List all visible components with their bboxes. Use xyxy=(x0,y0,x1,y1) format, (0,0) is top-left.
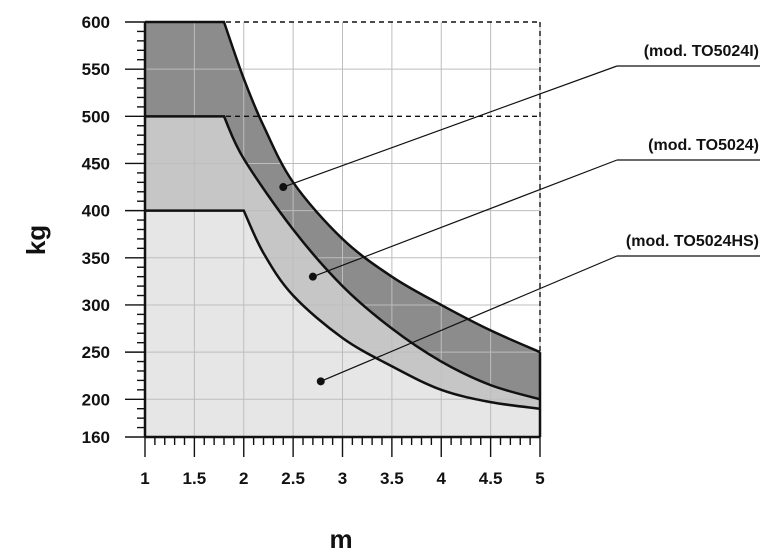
callout-leader xyxy=(283,65,618,188)
x-tick-label: 1 xyxy=(140,469,149,488)
y-tick-label: 160 xyxy=(82,428,110,447)
curve-series-1 xyxy=(145,115,541,401)
callout-dot xyxy=(308,272,317,281)
y-axis-title: kg xyxy=(21,225,51,255)
x-tick-label: 3 xyxy=(338,469,347,488)
callout-label: (mod. TO5024I) xyxy=(644,43,759,60)
x-tick-label: 4.5 xyxy=(479,469,503,488)
callout-dot xyxy=(316,377,325,386)
y-tick-label: 500 xyxy=(82,107,110,126)
y-tick-label: 400 xyxy=(82,202,110,221)
x-tick-label: 2 xyxy=(239,469,248,488)
x-tick-label: 5 xyxy=(535,469,544,488)
y-tick-label: 350 xyxy=(82,249,110,268)
y-tick-label: 600 xyxy=(82,13,110,32)
callout-dot xyxy=(279,183,288,192)
x-axis-title: m xyxy=(329,524,352,554)
curve-layer xyxy=(145,20,542,437)
curve-series-0 xyxy=(145,20,541,354)
y-tick-label: 200 xyxy=(82,390,110,409)
x-tick-label: 2.5 xyxy=(281,469,305,488)
y-tick-label: 300 xyxy=(82,296,110,315)
curve-series-2 xyxy=(145,209,541,410)
x-tick-label: 1.5 xyxy=(183,469,207,488)
callout-leader xyxy=(320,255,618,382)
callout-label: (mod. TO5024) xyxy=(648,137,759,154)
callout-layer: (mod. TO5024I) (mod. TO5024) (mod. TO5024H… xyxy=(279,43,760,386)
x-tick-label: 3.5 xyxy=(380,469,404,488)
y-tick-label: 250 xyxy=(82,343,110,362)
y-tick-label: 550 xyxy=(82,60,110,79)
tick-layer: 160 200 250 300 350 400 450 500 550 600 1 1.5 2 2.5 3 3… xyxy=(82,13,545,488)
x-tick-label: 4 xyxy=(437,469,447,488)
callout-leader xyxy=(312,159,618,278)
y-tick-label: 450 xyxy=(82,154,110,173)
callout-label: (mod. TO5024HS) xyxy=(626,233,759,250)
